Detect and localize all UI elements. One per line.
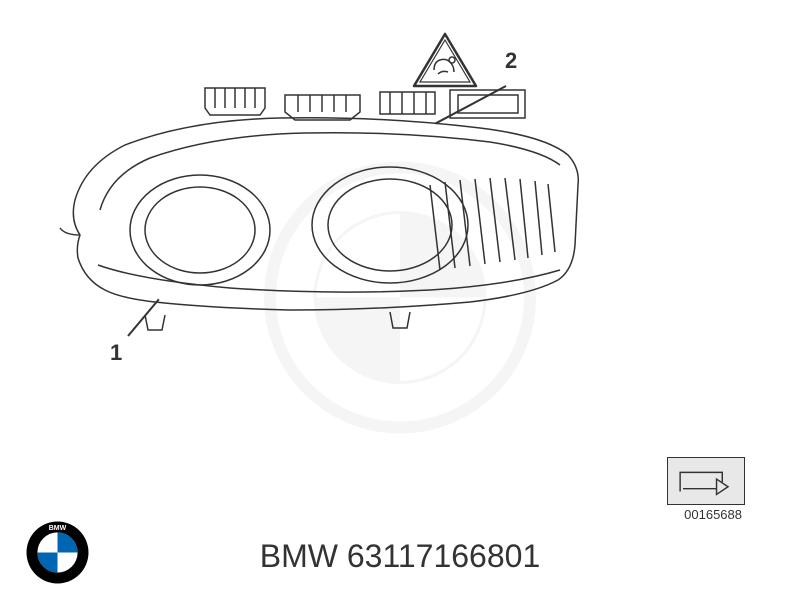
- callout-1-label: 1: [110, 340, 122, 365]
- callout-2: 2: [505, 48, 517, 74]
- reference-box: [667, 457, 745, 505]
- svg-text:BMW: BMW: [49, 525, 67, 532]
- bmw-logo-icon: BMW: [25, 520, 90, 585]
- reference-number: 00165688: [684, 507, 742, 522]
- callout-2-label: 2: [505, 48, 517, 73]
- warning-label-icon: [410, 30, 480, 92]
- callout-1: 1: [110, 340, 122, 366]
- part-number-label: BMW 63117166801: [260, 538, 540, 575]
- parts-diagram: 1 2 00165688 BMW BMW 63117166801: [0, 0, 800, 600]
- headlight-assembly-drawing: [50, 80, 590, 350]
